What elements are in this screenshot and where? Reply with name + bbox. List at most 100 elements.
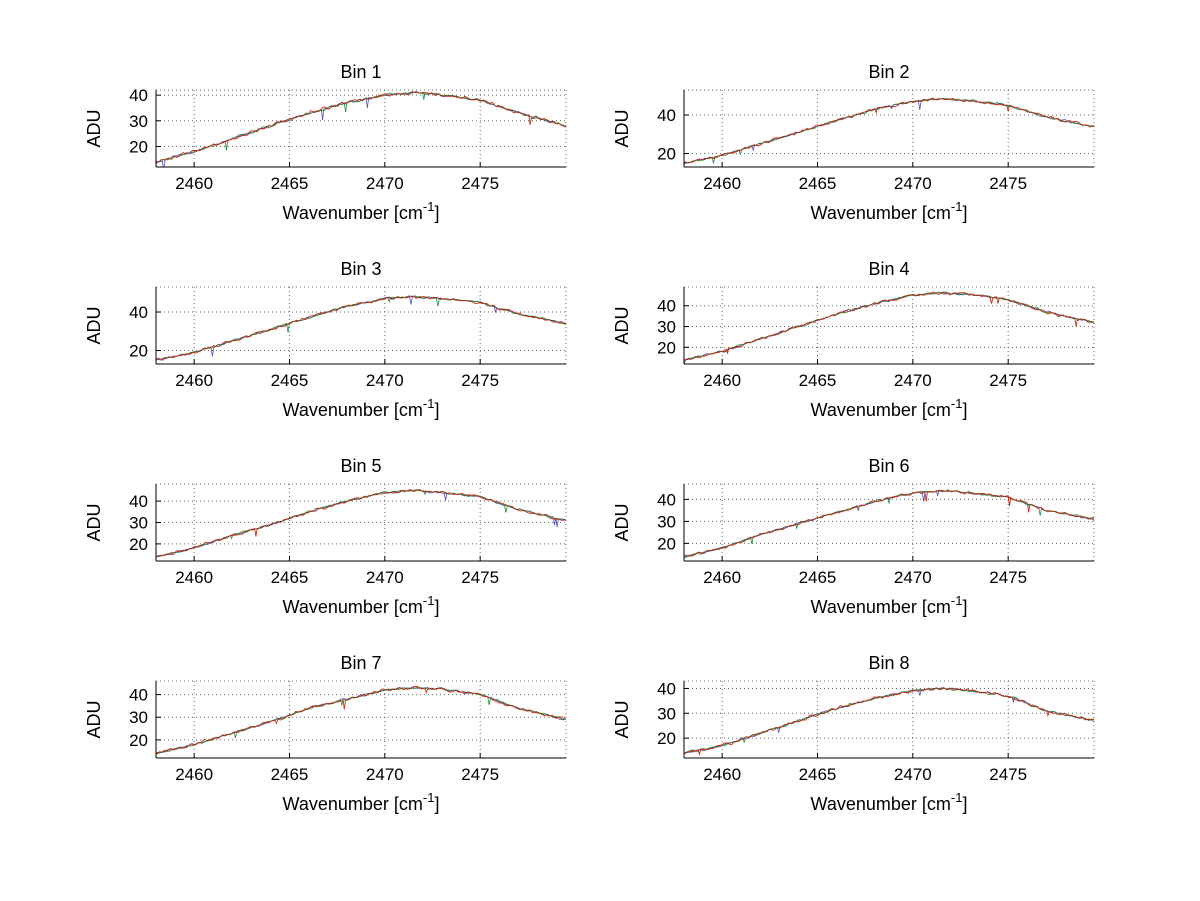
trace-red-trace [684, 687, 1094, 757]
x-tick-label: 2465 [271, 174, 309, 193]
y-tick-label: 20 [129, 731, 148, 750]
x-axis-label: Wavenumber [cm-1] [283, 593, 440, 617]
x-tick-label: 2470 [894, 568, 932, 587]
trace-green-trace [156, 686, 566, 755]
x-tick-label: 2460 [175, 765, 213, 784]
x-tick-label: 2465 [799, 568, 837, 587]
x-axis-label: Wavenumber [cm-1] [283, 199, 440, 223]
trace-red-trace [156, 91, 566, 163]
x-tick-label: 2475 [461, 568, 499, 587]
x-axis-label: Wavenumber [cm-1] [283, 396, 440, 420]
x-tick-label: 2465 [271, 568, 309, 587]
trace-red-trace [156, 685, 566, 754]
series-group [156, 295, 566, 361]
subplot-bin-1: 2460 2465 2470 2475 20 30 40 Bin 1 ADU Wavenumber… [84, 62, 567, 223]
y-axis-label: ADU [84, 700, 104, 738]
x-axis-label: Wavenumber [cm-1] [811, 396, 968, 420]
x-tick-label: 2460 [703, 568, 741, 587]
x-tick-label: 2460 [703, 765, 741, 784]
series-group [684, 489, 1094, 558]
x-axis-label: Wavenumber [cm-1] [811, 593, 968, 617]
x-tick-label: 2470 [366, 568, 404, 587]
y-tick-label: 30 [129, 112, 148, 131]
x-tick-label: 2470 [894, 371, 932, 390]
subplot-title: Bin 6 [868, 456, 909, 476]
x-tick-label: 2475 [461, 174, 499, 193]
y-tick-label: 20 [129, 137, 148, 156]
x-tick-label: 2470 [894, 174, 932, 193]
y-tick-label: 40 [657, 490, 676, 509]
y-tick-label: 40 [129, 492, 148, 511]
x-axis-label: Wavenumber [cm-1] [811, 790, 968, 814]
y-tick-label: 20 [657, 534, 676, 553]
trace-red-trace [684, 97, 1094, 164]
y-tick-label: 40 [657, 679, 676, 698]
x-tick-label: 2460 [175, 371, 213, 390]
series-group [684, 291, 1094, 364]
x-tick-label: 2465 [271, 765, 309, 784]
series-group [156, 489, 566, 558]
trace-blue-trace [684, 687, 1094, 754]
trace-red-trace [156, 489, 566, 558]
trace-green-trace [684, 687, 1094, 754]
subplot-title: Bin 3 [340, 259, 381, 279]
y-tick-label: 20 [657, 145, 676, 164]
trace-green-trace [684, 98, 1094, 165]
y-tick-label: 40 [129, 303, 148, 322]
y-axis-label: ADU [612, 109, 632, 147]
series-group [684, 687, 1094, 757]
x-tick-label: 2475 [461, 371, 499, 390]
x-tick-label: 2475 [989, 371, 1027, 390]
trace-red-trace [156, 295, 566, 360]
trace-green-trace [156, 91, 566, 163]
series-group [156, 90, 566, 167]
x-axis-label: Wavenumber [cm-1] [283, 790, 440, 814]
y-axis-label: ADU [84, 109, 104, 147]
x-tick-label: 2475 [989, 568, 1027, 587]
y-axis-label: ADU [84, 306, 104, 344]
x-tick-label: 2475 [461, 765, 499, 784]
y-tick-label: 40 [129, 686, 148, 705]
subplot-title: Bin 4 [868, 259, 909, 279]
trace-green-trace [156, 489, 566, 558]
x-tick-label: 2460 [703, 174, 741, 193]
y-tick-label: 20 [657, 338, 676, 357]
y-tick-label: 40 [657, 106, 676, 125]
subplot-title: Bin 1 [340, 62, 381, 82]
subplot-title: Bin 2 [868, 62, 909, 82]
subplot-bin-2: 2460 2465 2470 2475 20 40 Bin 2 ADU Wavenumber [… [612, 62, 1095, 223]
y-axis-label: ADU [612, 306, 632, 344]
x-tick-label: 2460 [703, 371, 741, 390]
trace-green-trace [684, 490, 1094, 558]
y-tick-label: 40 [657, 297, 676, 316]
y-tick-label: 30 [657, 512, 676, 531]
subplot-bin-8: 2460 2465 2470 2475 20 30 40 Bin 8 ADU Wavenumber… [612, 653, 1095, 814]
subplot-bin-6: 2460 2465 2470 2475 20 30 40 Bin 6 ADU Wavenumber… [612, 456, 1095, 617]
x-tick-label: 2460 [175, 568, 213, 587]
y-tick-label: 40 [129, 86, 148, 105]
y-tick-label: 30 [129, 708, 148, 727]
trace-red-trace [684, 291, 1094, 361]
subplot-title: Bin 7 [340, 653, 381, 673]
series-group [684, 97, 1094, 165]
subplot-bin-5: 2460 2465 2470 2475 20 30 40 Bin 5 ADU Wavenumber… [84, 456, 567, 617]
y-axis-label: ADU [612, 700, 632, 738]
x-tick-label: 2475 [989, 765, 1027, 784]
x-tick-label: 2470 [366, 371, 404, 390]
x-tick-label: 2465 [799, 371, 837, 390]
y-tick-label: 30 [129, 514, 148, 533]
x-tick-label: 2475 [989, 174, 1027, 193]
x-tick-label: 2465 [271, 371, 309, 390]
subplot-title: Bin 8 [868, 653, 909, 673]
y-axis-label: ADU [612, 503, 632, 541]
y-tick-label: 30 [657, 318, 676, 337]
trace-blue-trace [156, 686, 566, 754]
series-group [156, 685, 566, 755]
x-tick-label: 2465 [799, 174, 837, 193]
y-tick-label: 20 [129, 535, 148, 554]
x-tick-label: 2470 [894, 765, 932, 784]
x-axis-label: Wavenumber [cm-1] [811, 199, 968, 223]
y-axis-label: ADU [84, 503, 104, 541]
